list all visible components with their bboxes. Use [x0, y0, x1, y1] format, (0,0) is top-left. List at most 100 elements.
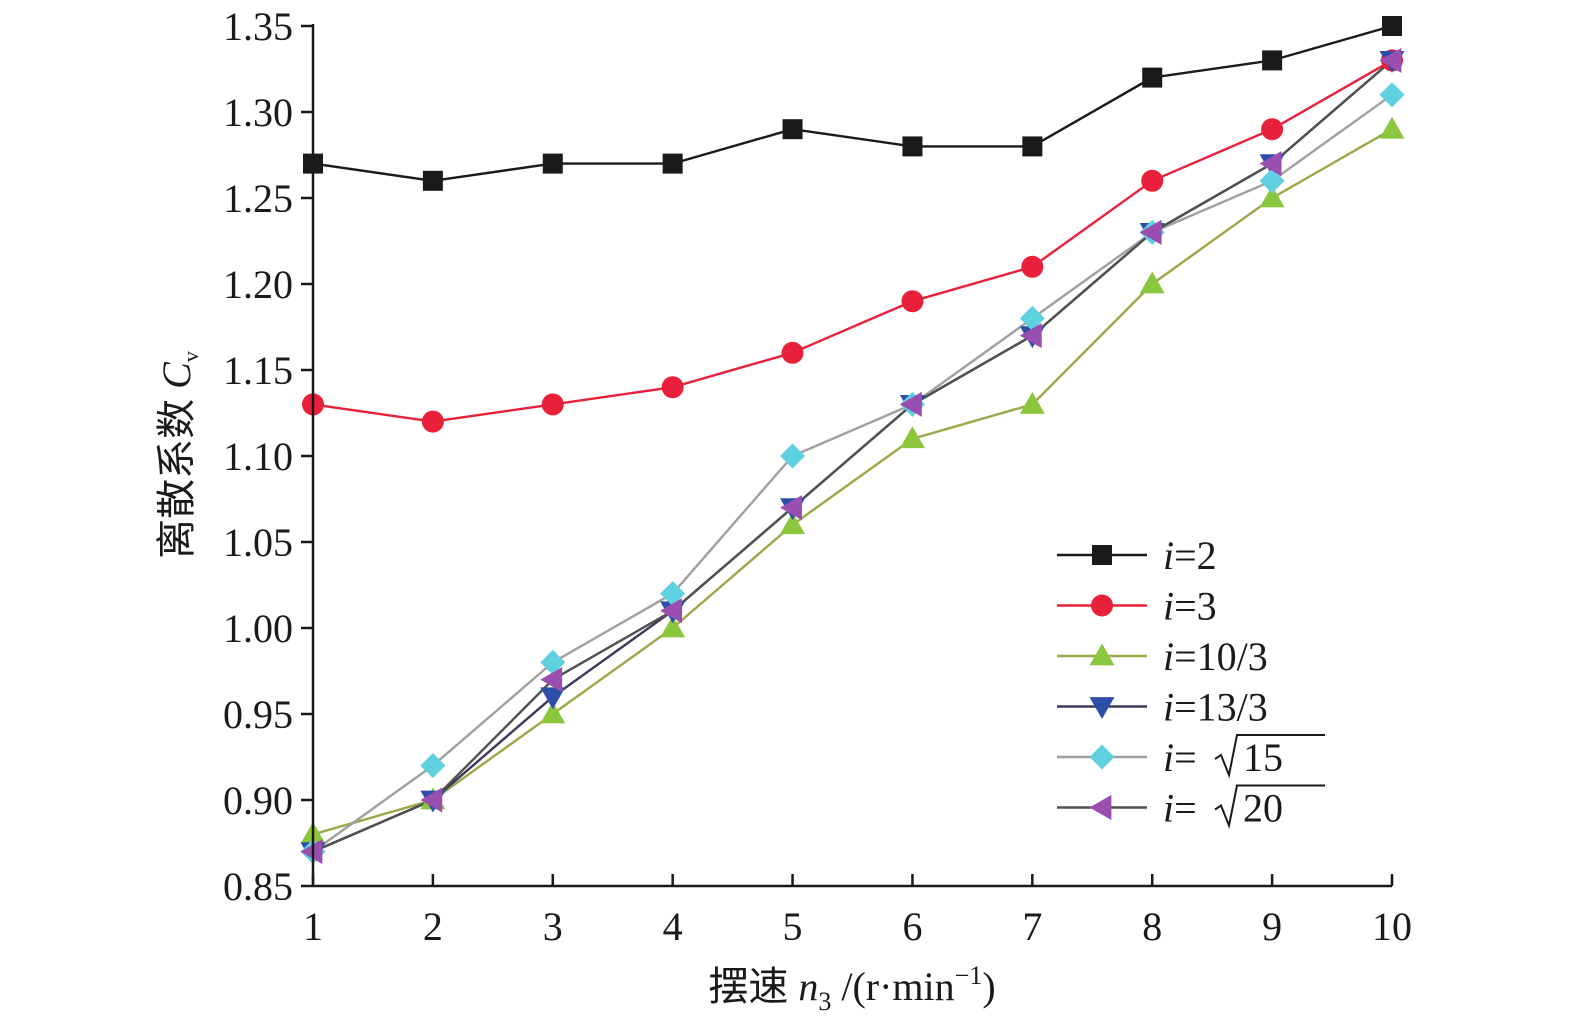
data-point-series-6 — [1259, 151, 1282, 177]
data-point-series-2 — [541, 393, 564, 416]
y-axis-title-sub: v — [178, 351, 203, 362]
y-tick-label: 1.05 — [223, 520, 293, 565]
legend-label-radicand: 20 — [1243, 786, 1283, 831]
data-point-series-3 — [1019, 391, 1045, 414]
x-tick-label: 2 — [423, 904, 443, 949]
legend-label-var: i — [1163, 533, 1174, 578]
legend-label-var: i — [1163, 634, 1174, 679]
data-point-series-5 — [540, 649, 566, 675]
legend-marker — [1092, 545, 1112, 565]
data-point-series-4 — [540, 687, 566, 710]
data-point-series-3 — [899, 426, 925, 449]
y-tick-label: 0.95 — [223, 692, 293, 737]
series-line-6 — [312, 59, 1393, 853]
data-point-series-1 — [662, 153, 683, 174]
x-tick-label: 8 — [1142, 904, 1162, 949]
x-axis-title-sub: 3 — [818, 987, 831, 1016]
data-point-series-1 — [1262, 50, 1283, 71]
legend-label: i=2 — [1163, 533, 1217, 578]
legend-label-rest: = — [1174, 786, 1197, 831]
data-point-series-1 — [902, 136, 923, 157]
legend-marker — [1089, 697, 1115, 719]
x-tick-label: 6 — [902, 904, 922, 949]
y-tick-label: 1.10 — [223, 434, 293, 479]
x-axis-title-prefix: 摆速 — [708, 964, 798, 1009]
data-point-series-5 — [780, 443, 806, 469]
x-tick-label: 4 — [663, 904, 683, 949]
data-point-series-1 — [1142, 67, 1163, 88]
data-point-series-3 — [660, 615, 686, 638]
y-axis-title-var: C — [154, 361, 199, 389]
data-point-series-3 — [540, 701, 566, 724]
x-tick-label: 3 — [543, 904, 563, 949]
legend-label: i=10/3 — [1163, 634, 1268, 679]
legend-label-rest: = — [1174, 735, 1197, 780]
data-point-series-3 — [780, 512, 806, 535]
data-point-series-2 — [1261, 118, 1284, 141]
legend-marker — [1089, 795, 1112, 820]
data-point-series-6 — [420, 787, 443, 813]
y-axis-ticks: 0.85 0.90 0.95 1.00 1.05 1.10 1.15 1.20 1.25 1.30… — [223, 4, 313, 909]
series-line-3 — [312, 128, 1393, 836]
y-axis-title: 离散系数 Cv — [154, 351, 203, 559]
x-tick-label: 7 — [1022, 904, 1042, 949]
sqrt-sign — [1214, 784, 1325, 829]
x-axis-ticks: 1 2 3 4 5 6 7 8 9 10 — [303, 874, 1412, 949]
x-axis-title-unit-open: /(r·min — [831, 964, 954, 1009]
x-axis-title-var: n — [798, 964, 818, 1009]
x-tick-label: 9 — [1262, 904, 1282, 949]
legend-marker — [1091, 594, 1113, 617]
sqrt-sign — [1214, 734, 1325, 779]
data-point-series-6 — [1019, 323, 1042, 349]
data-point-series-6 — [540, 667, 563, 693]
data-point-series-5 — [1019, 305, 1045, 331]
legend-marker — [1089, 744, 1115, 770]
data-point-series-1 — [1382, 16, 1402, 36]
x-tick-label: 10 — [1372, 904, 1412, 949]
series-line-5 — [312, 93, 1393, 853]
x-axis-title-unit-sup: −1 — [955, 961, 983, 990]
y-tick-label: 1.15 — [223, 348, 293, 393]
data-point-series-6 — [1379, 47, 1402, 73]
data-point-series-3 — [1379, 116, 1405, 139]
legend-label-var: i — [1163, 685, 1174, 730]
data-point-series-6 — [660, 598, 683, 624]
data-point-series-2 — [901, 290, 924, 313]
y-axis-title-prefix: 离散系数 — [154, 389, 199, 559]
legend-label: i= — [1163, 786, 1197, 831]
x-axis-title: 摆速 n3 /(r·min−1) — [708, 961, 995, 1016]
y-tick-label: 1.30 — [223, 90, 293, 135]
data-point-series-2 — [781, 341, 804, 364]
data-point-series-5 — [660, 581, 686, 607]
data-point-series-6 — [899, 391, 922, 417]
data-point-series-2 — [661, 376, 684, 399]
data-point-series-3 — [1139, 271, 1165, 294]
data-point-series-1 — [782, 119, 803, 140]
legend-label-rest: =2 — [1174, 533, 1217, 578]
legend-label: i=3 — [1163, 584, 1217, 629]
data-point-series-1 — [422, 170, 443, 191]
series-lines — [312, 24, 1393, 853]
data-point-series-1 — [1022, 136, 1043, 157]
x-tick-label: 5 — [783, 904, 803, 949]
data-point-series-5 — [1379, 82, 1405, 108]
data-point-series-6 — [300, 839, 323, 865]
legend-label-radicand: 15 — [1243, 735, 1283, 780]
x-axis-title-unit-close: ) — [982, 964, 995, 1009]
legend-label-var: i — [1163, 584, 1174, 629]
y-tick-label: 1.35 — [223, 4, 293, 49]
legend-label: i=13/3 — [1163, 685, 1268, 730]
legend-marker — [1089, 643, 1115, 666]
legend-label-var: i — [1163, 786, 1174, 831]
legend-label: i= — [1163, 735, 1197, 780]
y-tick-label: 1.25 — [223, 176, 293, 221]
legend: i=2i=3i=10/3i=13/3i= 15i= 20 — [1057, 533, 1325, 831]
data-point-series-1 — [542, 153, 563, 174]
data-point-series-2 — [1141, 169, 1164, 192]
y-tick-label: 0.85 — [223, 864, 293, 909]
data-point-series-2 — [1021, 255, 1044, 278]
data-point-series-3 — [1259, 185, 1285, 208]
legend-label-rest: =10/3 — [1174, 634, 1268, 679]
y-tick-label: 0.90 — [223, 778, 293, 823]
